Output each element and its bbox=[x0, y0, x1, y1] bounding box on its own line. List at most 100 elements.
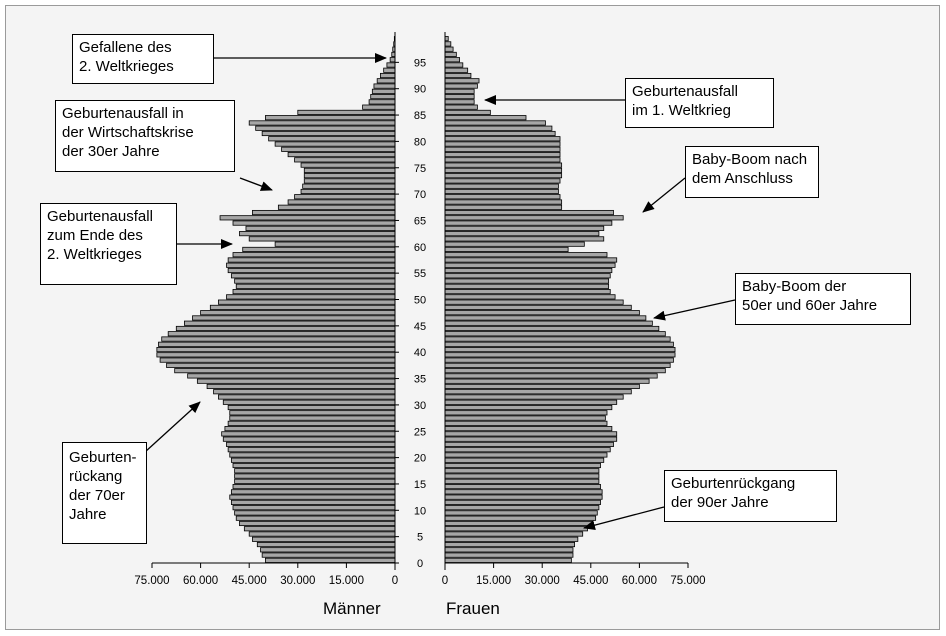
bar-frauen-age-33 bbox=[444, 383, 640, 390]
bar-frauen-age-49 bbox=[444, 299, 624, 305]
bar-maenner-age-81 bbox=[261, 130, 396, 137]
bar-maenner-age-56 bbox=[226, 262, 396, 268]
bar-maenner-age-48 bbox=[209, 304, 396, 310]
bar-frauen-age-11 bbox=[444, 499, 601, 505]
annotation-arrow-4 bbox=[144, 401, 201, 453]
bar-frauen-age-45 bbox=[444, 320, 653, 326]
bar-frauen-age-34 bbox=[444, 378, 650, 384]
bar-maenner-age-77 bbox=[287, 152, 396, 158]
bar-maenner-age-13 bbox=[230, 489, 396, 495]
annotation-arrow-6 bbox=[642, 177, 686, 213]
bar-frauen-age-7 bbox=[444, 520, 593, 527]
bar-maenner-age-83 bbox=[248, 120, 396, 126]
bar-frauen-age-78 bbox=[444, 146, 561, 152]
bar-frauen-age-63 bbox=[444, 225, 605, 231]
bar-maenner-age-52 bbox=[235, 283, 396, 289]
bar-maenner-age-33 bbox=[206, 383, 396, 390]
age-label-35: 35 bbox=[414, 374, 426, 386]
bar-frauen-age-88 bbox=[444, 94, 475, 100]
bar-frauen-age-86 bbox=[444, 104, 478, 110]
age-label-5: 5 bbox=[417, 532, 423, 544]
bar-maenner-age-26 bbox=[227, 420, 396, 426]
bar-frauen-age-98 bbox=[444, 41, 452, 47]
bar-frauen-age-73 bbox=[444, 173, 563, 179]
bar-maenner-age-69 bbox=[294, 194, 396, 200]
bar-frauen-age-81 bbox=[444, 130, 556, 137]
bar-maenner-age-32 bbox=[213, 389, 396, 395]
tick-label-right-4: 60.000 bbox=[622, 575, 657, 587]
bar-maenner-age-45 bbox=[183, 320, 396, 326]
bar-frauen-age-64 bbox=[444, 220, 613, 226]
bar-frauen-age-10 bbox=[444, 505, 600, 511]
bar-maenner-age-58 bbox=[232, 252, 396, 258]
tick-label-right-2: 30.000 bbox=[525, 575, 560, 587]
bar-maenner-age-27 bbox=[229, 415, 396, 421]
bar-frauen-age-71 bbox=[444, 183, 559, 189]
bar-frauen-age-85 bbox=[444, 109, 491, 115]
annotation-90er: Geburtenrückgang der 90er Jahre bbox=[664, 470, 837, 522]
tick-label-left-1: 60.000 bbox=[183, 575, 218, 587]
age-label-40: 40 bbox=[414, 347, 426, 359]
bar-frauen-age-41 bbox=[444, 341, 674, 347]
bar-frauen-age-20 bbox=[444, 452, 608, 458]
bar-maenner-age-23 bbox=[222, 436, 396, 442]
bar-maenner-age-5 bbox=[248, 531, 396, 537]
annotation-1-weltkrieg: Geburtenausfall im 1. Weltkrieg bbox=[625, 78, 774, 128]
bar-frauen-age-26 bbox=[444, 420, 608, 426]
bar-frauen-age-3 bbox=[444, 541, 576, 548]
bar-frauen-age-54 bbox=[444, 273, 611, 279]
bar-frauen-age-17 bbox=[444, 468, 600, 474]
bar-maenner-age-6 bbox=[243, 526, 396, 532]
tick-label-left-5: 0 bbox=[392, 575, 398, 587]
bar-frauen-age-69 bbox=[444, 194, 561, 200]
bar-frauen-age-74 bbox=[444, 167, 563, 173]
bar-maenner-age-34 bbox=[196, 378, 396, 384]
bar-maenner-age-21 bbox=[227, 447, 396, 453]
bar-maenner-age-70 bbox=[300, 188, 396, 195]
bar-frauen-age-62 bbox=[444, 231, 600, 237]
bar-frauen-age-75 bbox=[444, 162, 563, 168]
bar-frauen-age-1 bbox=[444, 552, 574, 558]
axis-title-maenner: Männer bbox=[323, 599, 381, 618]
bar-frauen-age-43 bbox=[444, 331, 666, 337]
bar-maenner-age-20 bbox=[229, 452, 396, 458]
bar-maenner-age-61 bbox=[248, 236, 396, 242]
bar-frauen-age-16 bbox=[444, 473, 600, 479]
bar-maenner-age-59 bbox=[242, 246, 396, 252]
bar-frauen-age-22 bbox=[444, 441, 614, 447]
bar-frauen-age-87 bbox=[444, 99, 475, 105]
age-label-30: 30 bbox=[414, 400, 426, 412]
bar-maenner-age-31 bbox=[218, 394, 396, 400]
bar-frauen-age-30 bbox=[444, 399, 618, 405]
bar-maenner-age-76 bbox=[294, 157, 396, 163]
bar-maenner-age-36 bbox=[174, 368, 396, 374]
bar-frauen-age-52 bbox=[444, 283, 610, 289]
tick-label-left-3: 30.000 bbox=[280, 575, 315, 587]
bar-maenner-age-10 bbox=[232, 505, 396, 511]
bar-maenner-age-85 bbox=[297, 109, 396, 115]
tick-label-right-1: 15.000 bbox=[476, 575, 511, 587]
bar-frauen-age-50 bbox=[444, 294, 616, 300]
bar-frauen-age-27 bbox=[444, 415, 606, 421]
tick-label-left-2: 45.000 bbox=[232, 575, 267, 587]
bar-maenner-age-86 bbox=[362, 104, 396, 110]
bar-maenner-age-40 bbox=[156, 347, 396, 353]
bar-maenner-age-39 bbox=[156, 352, 396, 358]
bar-frauen-age-46 bbox=[444, 315, 647, 321]
bar-maenner-age-53 bbox=[234, 278, 396, 284]
bar-frauen-age-77 bbox=[444, 152, 561, 158]
bar-frauen-age-94 bbox=[444, 62, 464, 68]
bar-frauen-age-56 bbox=[444, 262, 616, 268]
annotation-arrow-8 bbox=[583, 506, 665, 531]
bar-maenner-age-68 bbox=[287, 199, 396, 205]
age-label-60: 60 bbox=[414, 242, 426, 254]
bar-maenner-age-24 bbox=[221, 431, 396, 437]
bar-maenner-age-84 bbox=[264, 115, 396, 121]
age-label-10: 10 bbox=[414, 505, 426, 517]
bar-maenner-age-74 bbox=[303, 167, 396, 173]
bar-frauen-age-18 bbox=[444, 462, 601, 469]
bar-maenner-age-30 bbox=[222, 399, 396, 405]
bar-maenner-age-63 bbox=[245, 225, 396, 231]
bar-frauen-age-82 bbox=[444, 125, 553, 131]
